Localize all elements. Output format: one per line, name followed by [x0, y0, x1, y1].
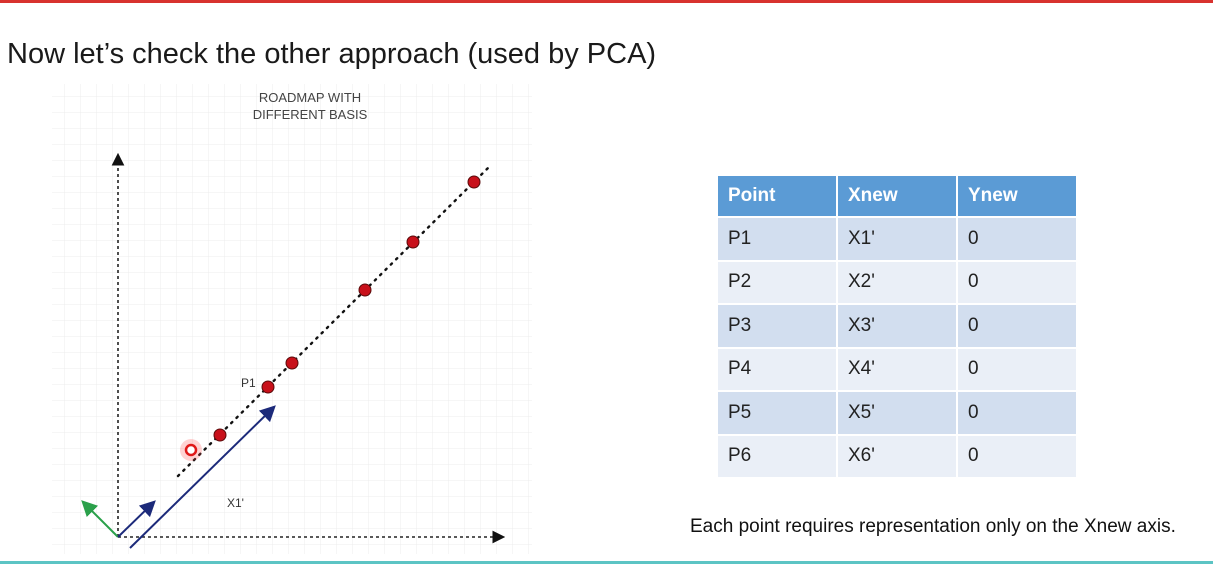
- table-row: P1 X1' 0: [716, 216, 1078, 262]
- table-row: P4 X4' 0: [716, 346, 1078, 392]
- slide-title: Now let’s check the other approach (used…: [7, 38, 657, 70]
- table-row: P5 X5' 0: [716, 390, 1078, 436]
- data-point: [358, 283, 372, 297]
- table-header-row: Point Xnew Ynew: [716, 174, 1078, 218]
- cell-xnew: X4': [836, 346, 958, 392]
- cell-xnew: X3': [836, 303, 958, 349]
- cell-point: P5: [716, 390, 838, 436]
- navy-basis-vector: [117, 500, 156, 538]
- table-row: P2 X2' 0: [716, 259, 1078, 305]
- cell-ynew: 0: [956, 390, 1078, 436]
- cell-ynew: 0: [956, 216, 1078, 262]
- coordinates-table: Point Xnew Ynew P1 X1' 0 P2 X2' 0 P3 X3'…: [716, 174, 1078, 479]
- data-points: [213, 175, 481, 442]
- green-basis-vector: [81, 500, 119, 538]
- top-accent-rule: [0, 0, 1213, 3]
- column-header-xnew: Xnew: [836, 174, 958, 218]
- cell-xnew: X6': [836, 433, 958, 479]
- explanation-note: Each point requires representation only …: [690, 516, 1176, 537]
- cell-point: P3: [716, 303, 838, 349]
- data-point: [261, 380, 275, 394]
- table-row: P3 X3' 0: [716, 303, 1078, 349]
- bottom-accent-rule: [0, 561, 1213, 564]
- cell-ynew: 0: [956, 303, 1078, 349]
- vector-label-x1: X1': [227, 496, 244, 510]
- column-header-point: Point: [716, 174, 838, 218]
- diagram-caption: ROADMAP WITH DIFFERENT BASIS: [252, 90, 368, 122]
- cell-ynew: 0: [956, 433, 1078, 479]
- data-point: [285, 356, 299, 370]
- cell-ynew: 0: [956, 346, 1078, 392]
- cell-xnew: X5': [836, 390, 958, 436]
- principal-dotted-line: [176, 166, 490, 478]
- cell-xnew: X2': [836, 259, 958, 305]
- cell-point: P1: [716, 216, 838, 262]
- cell-point: P4: [716, 346, 838, 392]
- cell-point: P6: [716, 433, 838, 479]
- point-label-p1: P1: [241, 376, 256, 390]
- data-point: [467, 175, 481, 189]
- cell-xnew: X1': [836, 216, 958, 262]
- data-point: [213, 428, 227, 442]
- column-header-ynew: Ynew: [956, 174, 1078, 218]
- table-row: P6 X6' 0: [716, 433, 1078, 479]
- laser-pointer: [180, 439, 202, 461]
- cell-ynew: 0: [956, 259, 1078, 305]
- x1-projection-vector: [129, 405, 276, 549]
- grid-background: [52, 84, 532, 554]
- cell-point: P2: [716, 259, 838, 305]
- data-point: [406, 235, 420, 249]
- pca-basis-diagram: P1 X1': [52, 84, 532, 554]
